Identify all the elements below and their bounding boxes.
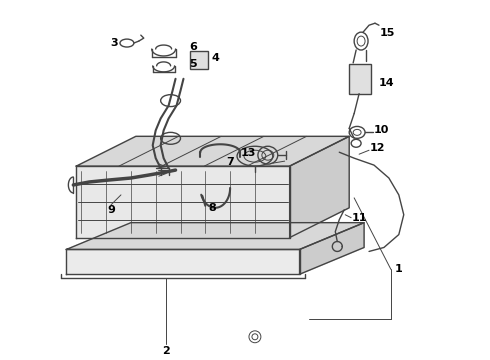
Bar	[349, 64, 371, 94]
Text: 1: 1	[395, 264, 403, 274]
Text: 12: 12	[369, 143, 385, 153]
Text: 2: 2	[162, 346, 170, 356]
Polygon shape	[76, 166, 290, 238]
Text: 9: 9	[107, 205, 115, 215]
Polygon shape	[66, 223, 364, 249]
Text: 10: 10	[373, 125, 389, 135]
Text: 8: 8	[208, 203, 216, 213]
Polygon shape	[66, 249, 299, 274]
Polygon shape	[290, 136, 349, 238]
Text: 4: 4	[211, 53, 219, 63]
Text: 15: 15	[379, 28, 394, 38]
Polygon shape	[299, 223, 364, 274]
Text: 3: 3	[110, 38, 118, 48]
Polygon shape	[76, 136, 349, 166]
Text: 7: 7	[226, 157, 234, 167]
Text: 6: 6	[190, 42, 197, 52]
Text: 14: 14	[379, 78, 395, 88]
Text: 5: 5	[190, 59, 197, 69]
Text: 13: 13	[240, 148, 256, 158]
Text: 11: 11	[351, 213, 367, 223]
Bar	[191, 51, 208, 69]
